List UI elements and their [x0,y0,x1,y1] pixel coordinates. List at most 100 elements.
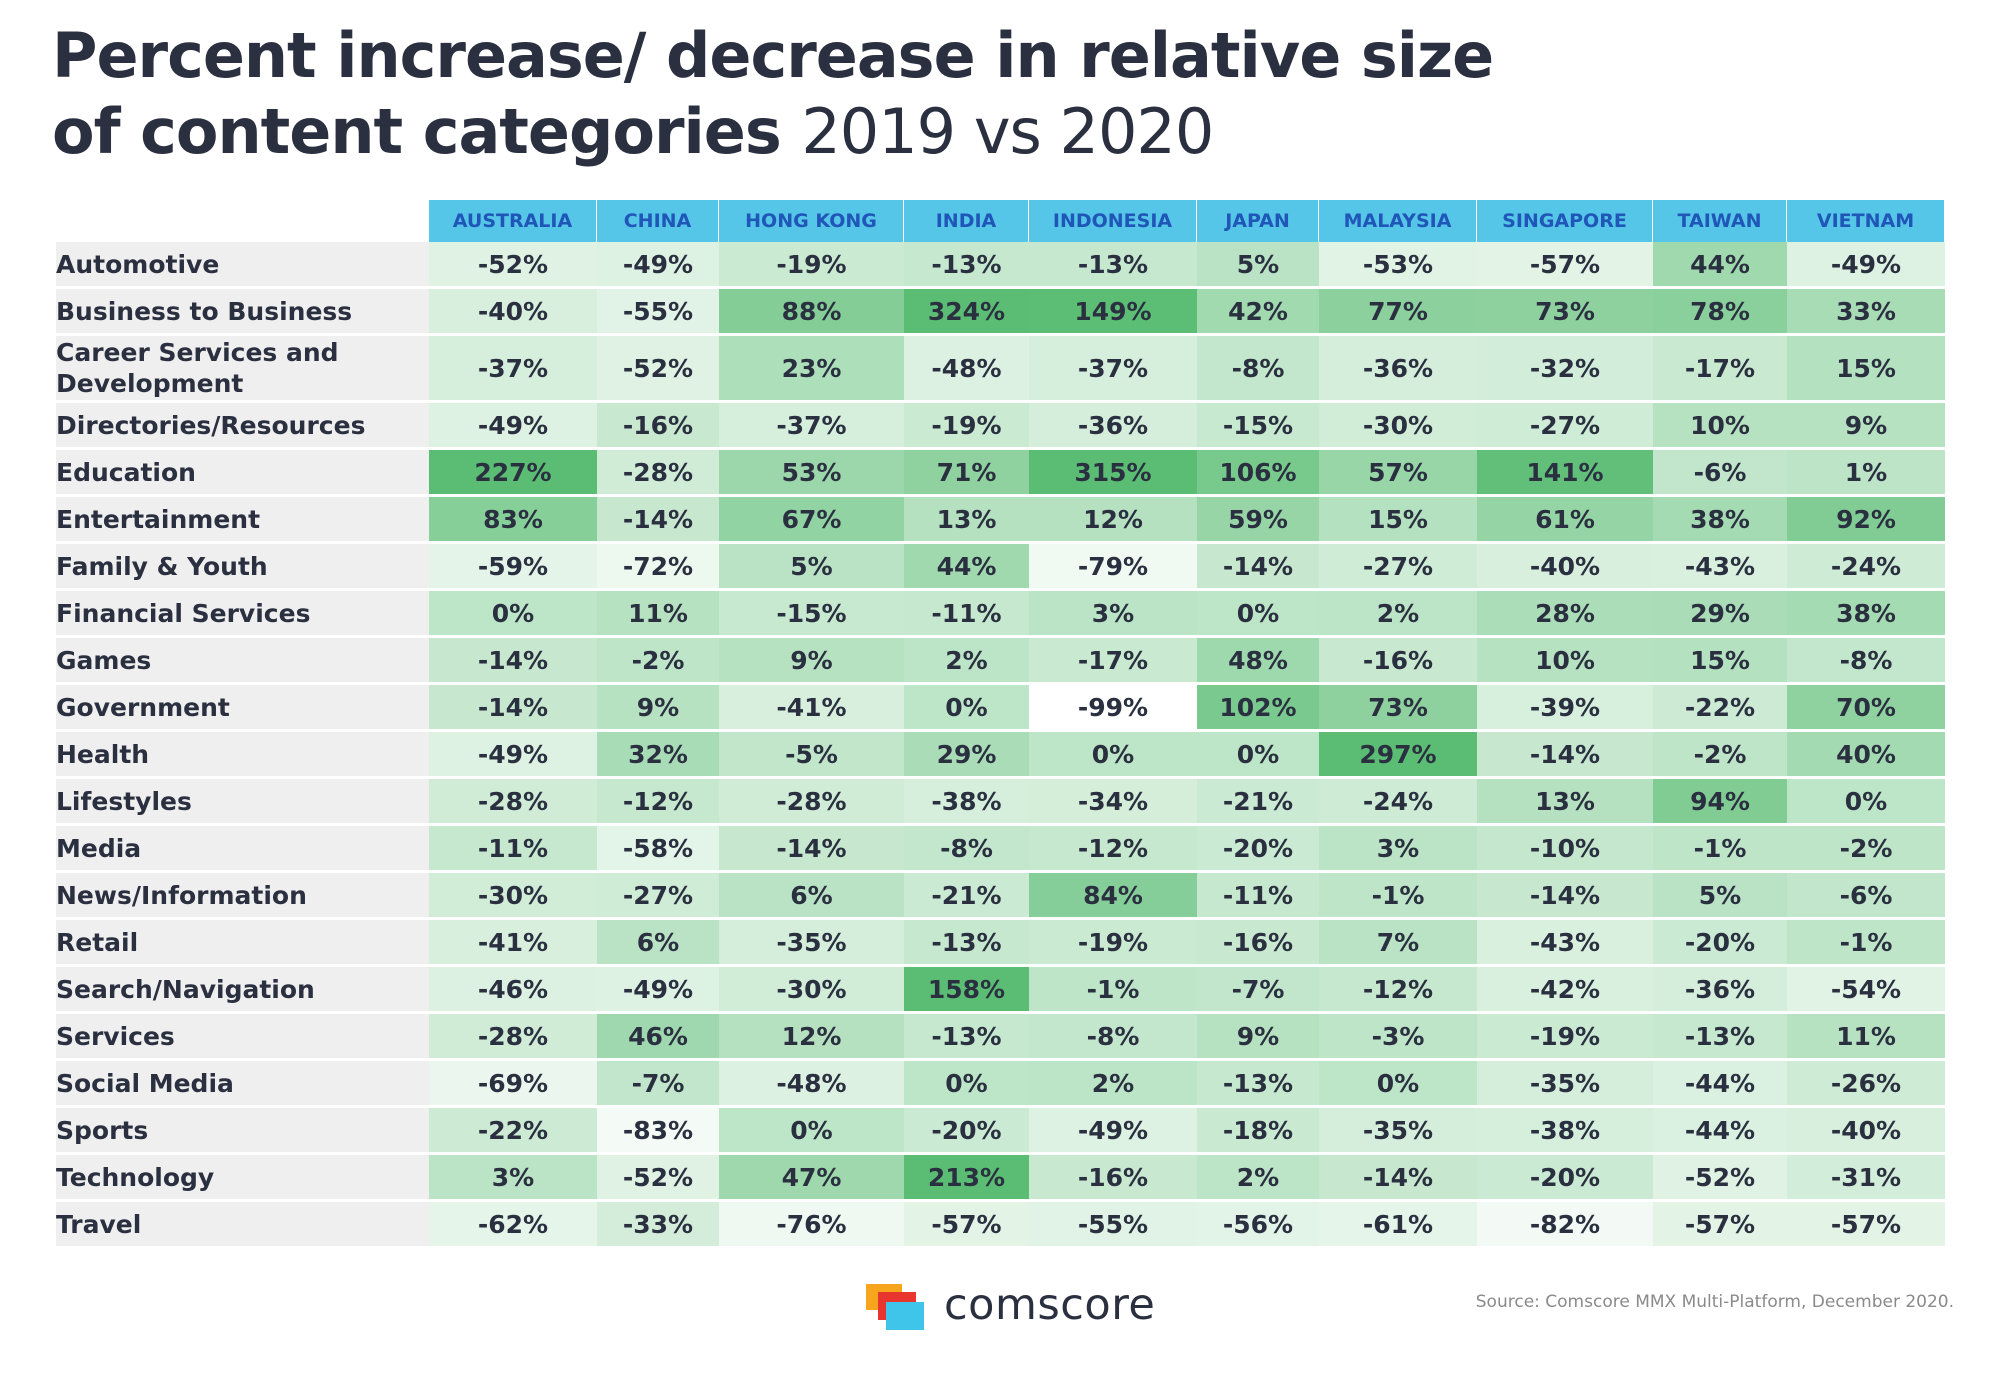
table-row: Social Media -69% -7% -48% 0% 2% -13% 0% -35% -44… [56,1061,1945,1108]
heatmap-cell: -37% [429,336,597,403]
heatmap-cell: -52% [597,336,719,403]
heatmap-cell: 3% [1319,826,1477,873]
heatmap-cell: -8% [1029,1014,1197,1061]
heatmap-cell: -15% [719,591,904,638]
heatmap-cell: 6% [597,920,719,967]
heatmap-cell: 46% [597,1014,719,1061]
heatmap-cell: -6% [1653,450,1787,497]
heatmap-cell: 0% [719,1108,904,1155]
source-note: Source: Comscore MMX Multi-Platform, Dec… [1475,1292,1954,1312]
heatmap-cell: -8% [1787,638,1945,685]
heatmap-cell: -21% [1197,779,1319,826]
heatmap-cell: -99% [1029,685,1197,732]
heatmap-cell: 324% [904,289,1029,336]
heatmap-cell: 0% [429,591,597,638]
heatmap-cell: -27% [597,873,719,920]
heatmap-cell: -36% [1029,403,1197,450]
heatmap-cell: -69% [429,1061,597,1108]
row-category: Health [56,732,429,779]
row-category: Government [56,685,429,732]
heatmap-cell: 94% [1653,779,1787,826]
heatmap-cell: -57% [1787,1202,1945,1249]
heatmap-cell: -12% [1319,967,1477,1014]
comscore-logo-text: comscore [944,1280,1156,1330]
heatmap-cell: 11% [597,591,719,638]
heatmap-cell: 13% [904,497,1029,544]
column-header: CHINA [597,200,719,242]
heatmap-cell: 12% [719,1014,904,1061]
heatmap-cell: -52% [597,1155,719,1202]
heatmap-cell: -38% [1477,1108,1653,1155]
heatmap-cell: 0% [1319,1061,1477,1108]
heatmap-cell: -2% [1787,826,1945,873]
column-header: VIETNAM [1787,200,1945,242]
heatmap-cell: 9% [719,638,904,685]
heatmap-cell: -14% [429,685,597,732]
heatmap-cell: -6% [1787,873,1945,920]
heatmap-cell: -36% [1653,967,1787,1014]
row-category: Education [56,450,429,497]
heatmap-cell: 5% [1653,873,1787,920]
heatmap-cell: -3% [1319,1014,1477,1061]
heatmap-cell: -13% [1029,242,1197,289]
row-category: Games [56,638,429,685]
heatmap-cell: -40% [1787,1108,1945,1155]
heatmap-cell: 42% [1197,289,1319,336]
table-row: Retail -41% 6% -35% -13% -19% -16% 7% -43% -20% -1… [56,920,1945,967]
heatmap-cell: -26% [1787,1061,1945,1108]
heatmap-cell: 83% [429,497,597,544]
heatmap-cell: 2% [1029,1061,1197,1108]
table-row: Travel -62% -33% -76% -57% -55% -56% -61% -82% -5… [56,1202,1945,1249]
heatmap-body: Automotive -52% -49% -19% -13% -13% 5% -53% -57%… [56,242,1945,1249]
heatmap-cell: -59% [429,544,597,591]
heatmap-cell: 106% [1197,450,1319,497]
heatmap-cell: -31% [1787,1155,1945,1202]
table-row: Technology 3% -52% 47% 213% -16% 2% -14% -20% -52… [56,1155,1945,1202]
heatmap-cell: -40% [1477,544,1653,591]
heatmap-cell: -1% [1787,920,1945,967]
heatmap-cell: -44% [1653,1061,1787,1108]
heatmap-cell: -43% [1477,920,1653,967]
heatmap-cell: -11% [429,826,597,873]
table-row: Sports -22% -83% 0% -20% -49% -18% -35% -38% -44%… [56,1108,1945,1155]
heatmap-table: AUSTRALIA CHINA HONG KONG INDIA INDONESIA JAP… [56,200,1945,1249]
heatmap-cell: -8% [904,826,1029,873]
table-row: Financial Services 0% 11% -15% -11% 3% 0% 2% 28%… [56,591,1945,638]
heatmap-cell: 44% [1653,242,1787,289]
heatmap-cell: -53% [1319,242,1477,289]
chart-title: Percent increase/ decrease in relative s… [52,18,1952,170]
heatmap-cell: 47% [719,1155,904,1202]
row-category: News/Information [56,873,429,920]
heatmap-cell: -20% [904,1108,1029,1155]
heatmap-cell: -58% [597,826,719,873]
heatmap-cell: 33% [1787,289,1945,336]
heatmap-cell: -35% [1477,1061,1653,1108]
heatmap-cell: -32% [1477,336,1653,403]
heatmap-cell: 227% [429,450,597,497]
heatmap-cell: -13% [904,920,1029,967]
heatmap-cell: -7% [597,1061,719,1108]
heatmap-cell: -5% [719,732,904,779]
column-header: SINGAPORE [1477,200,1653,242]
heatmap-cell: 44% [904,544,1029,591]
heatmap-cell: -11% [1197,873,1319,920]
heatmap-cell: 0% [1029,732,1197,779]
table-row: Business to Business -40% -55% 88% 324% 149% 4… [56,289,1945,336]
table-row: Games -14% -2% 9% 2% -17% 48% -16% 10% 15% -8% [56,638,1945,685]
table-row: Health -49% 32% -5% 29% 0% 0% 297% -14% -2% 40% [56,732,1945,779]
heatmap-cell: -14% [1197,544,1319,591]
heatmap-cell: -28% [597,450,719,497]
heatmap-cell: 70% [1787,685,1945,732]
table-row: Search/Navigation -46% -49% -30% 158% -1% -7% -… [56,967,1945,1014]
row-category: Search/Navigation [56,967,429,1014]
column-header: AUSTRALIA [429,200,597,242]
row-category: Sports [56,1108,429,1155]
heatmap-cell: 59% [1197,497,1319,544]
heatmap-cell: 23% [719,336,904,403]
heatmap-cell: -2% [597,638,719,685]
heatmap-cell: 2% [904,638,1029,685]
heatmap-cell: 29% [904,732,1029,779]
heatmap-cell: 88% [719,289,904,336]
heatmap-cell: -37% [1029,336,1197,403]
heatmap-cell: 2% [1197,1155,1319,1202]
